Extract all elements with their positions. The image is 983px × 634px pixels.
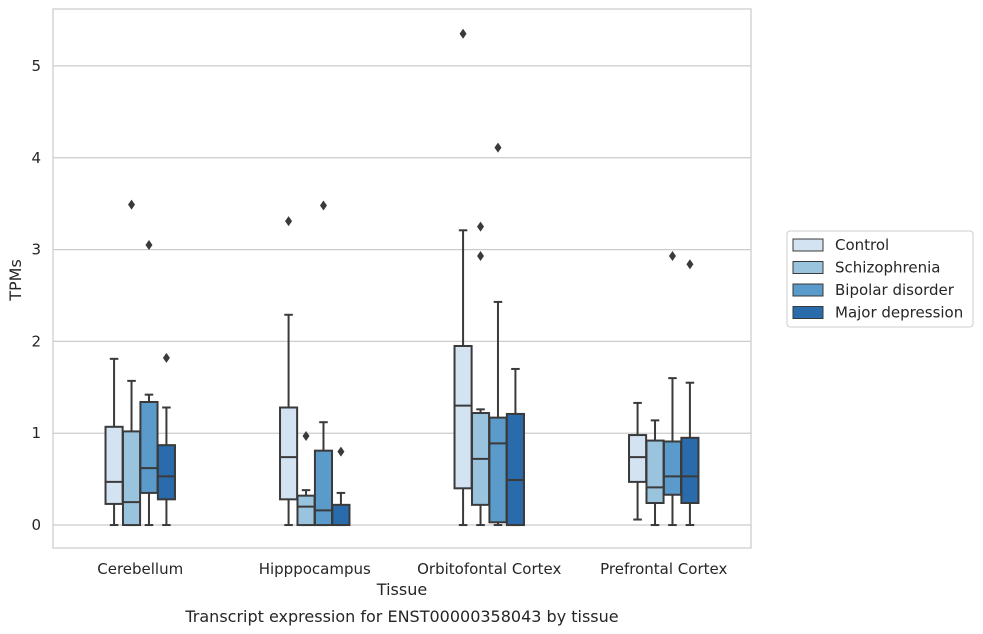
box-group bbox=[331, 446, 351, 527]
outlier-point bbox=[162, 352, 170, 363]
legend-swatch bbox=[792, 283, 824, 297]
legend: Control Schizophrenia Bipolar disorder Majo… bbox=[786, 230, 974, 328]
x-tick-label: Hipppocampus bbox=[259, 560, 371, 578]
box-group bbox=[680, 259, 700, 527]
box-iqr bbox=[488, 416, 508, 524]
box-group bbox=[488, 142, 508, 527]
box-iqr bbox=[313, 449, 334, 527]
box-iqr bbox=[104, 425, 124, 505]
legend-swatch bbox=[792, 261, 824, 274]
box-iqr bbox=[121, 430, 142, 527]
box-iqr bbox=[279, 406, 299, 501]
outlier-point bbox=[128, 199, 136, 210]
outlier-point bbox=[285, 216, 293, 227]
outlier-point bbox=[668, 251, 676, 262]
outlier-point bbox=[319, 200, 327, 211]
box-iqr bbox=[453, 344, 473, 490]
box-iqr bbox=[331, 503, 351, 527]
y-axis-title: TPMs bbox=[6, 259, 25, 302]
box-iqr bbox=[645, 439, 665, 505]
box-group bbox=[279, 216, 299, 527]
box-iqr bbox=[628, 434, 648, 483]
box-group bbox=[296, 430, 316, 527]
box-group bbox=[470, 221, 491, 527]
box-iqr bbox=[662, 440, 683, 496]
y-gridlines bbox=[53, 65, 751, 526]
box-iqr bbox=[156, 444, 176, 501]
chart-caption: Transcript expression for ENST0000035804… bbox=[184, 607, 618, 626]
box-group bbox=[156, 352, 176, 527]
legend-label: Control bbox=[835, 236, 889, 254]
box-group bbox=[505, 367, 525, 527]
outlier-point bbox=[302, 430, 310, 441]
box-iqr bbox=[139, 401, 159, 494]
box-group bbox=[121, 199, 142, 527]
box-group bbox=[104, 357, 124, 527]
legend-label: Major depression bbox=[835, 304, 963, 322]
box-group bbox=[645, 419, 665, 527]
box-iqr bbox=[296, 494, 316, 527]
legend-label: Bipolar disorder bbox=[835, 281, 955, 299]
legend-frame bbox=[786, 230, 974, 328]
box-group bbox=[313, 200, 334, 527]
outlier-point bbox=[337, 446, 345, 457]
legend-swatch bbox=[792, 238, 824, 252]
y-tick-label: 2 bbox=[31, 332, 41, 350]
box-group bbox=[662, 251, 683, 527]
x-tick-label: Prefrontal Cortex bbox=[600, 560, 727, 578]
outlier-point bbox=[477, 221, 485, 232]
y-tick-label: 5 bbox=[31, 57, 41, 75]
plot-frame bbox=[52, 8, 752, 549]
box-iqr bbox=[505, 412, 525, 527]
box-groups bbox=[104, 28, 700, 527]
y-tick-label: 0 bbox=[31, 516, 41, 534]
x-tick-label: Cerebellum bbox=[97, 560, 183, 578]
outlier-point bbox=[145, 239, 153, 250]
outlier-point bbox=[477, 251, 485, 262]
y-tick-label: 4 bbox=[31, 149, 41, 167]
box-group bbox=[628, 401, 648, 521]
x-tick-label: Orbitofontal Cortex bbox=[417, 560, 561, 578]
x-tick-labels: Cerebellum Hipppocampus Orbitofontal Corte… bbox=[97, 560, 727, 578]
outlier-point bbox=[459, 28, 467, 39]
y-tick-label: 3 bbox=[31, 241, 41, 259]
y-tick-label: 1 bbox=[31, 424, 41, 442]
y-tick-labels: 0 1 2 3 4 5 bbox=[31, 57, 41, 534]
box-group bbox=[139, 239, 159, 527]
box-iqr bbox=[680, 436, 700, 505]
box-group bbox=[453, 28, 473, 527]
legend-swatch bbox=[792, 306, 824, 319]
outlier-point bbox=[686, 259, 694, 270]
outlier-point bbox=[494, 142, 502, 153]
legend-label: Schizophrenia bbox=[835, 259, 940, 277]
x-axis-title: Tissue bbox=[376, 580, 427, 599]
